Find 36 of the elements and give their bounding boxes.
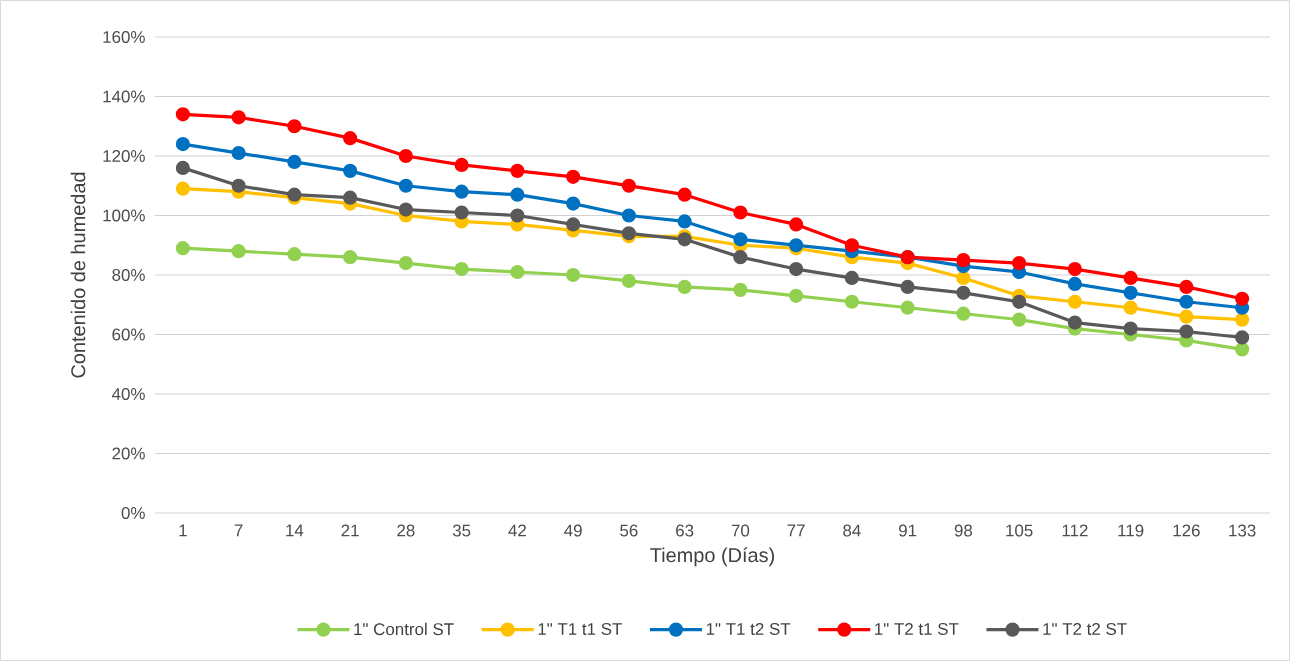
x-tick-label: 98 xyxy=(954,524,973,537)
x-tick-label: 105 xyxy=(1006,524,1033,537)
x-tick-label: 63 xyxy=(676,524,694,537)
x-tick-label: 21 xyxy=(341,524,359,537)
x-tick-label: 7 xyxy=(234,524,243,537)
x-tick-label: 14 xyxy=(286,524,304,537)
x-tick-label: 77 xyxy=(787,524,805,537)
y-tick-label: 160% xyxy=(103,31,145,43)
x-tick-label: 119 xyxy=(1118,524,1144,537)
x-tick-label: 28 xyxy=(397,524,415,537)
y-axis-title: Contenido de humedad xyxy=(70,172,86,378)
x-tick-label: 126 xyxy=(1173,524,1200,537)
x-tick-label: 1 xyxy=(179,524,187,537)
x-tick-label: 42 xyxy=(508,524,526,537)
y-tick-label: 140% xyxy=(103,90,145,103)
y-tick-label: 80% xyxy=(112,269,145,281)
x-tick-label: 35 xyxy=(452,524,471,537)
x-tick-label: 112 xyxy=(1062,524,1088,537)
x-tick-label: 91 xyxy=(899,524,917,537)
y-tick-label: 0% xyxy=(121,507,145,519)
y-tick-label: 60% xyxy=(112,328,145,341)
x-axis-title: Tiempo (Días) xyxy=(650,547,774,567)
y-tick-label: 40% xyxy=(111,388,145,400)
legend-label: 1" Control ST xyxy=(354,622,454,636)
x-tick-label: 84 xyxy=(843,524,861,537)
y-tick-label: 120% xyxy=(103,150,145,162)
legend-label: 1" T1 t2 ST xyxy=(706,622,791,635)
x-tick-label: 49 xyxy=(564,524,582,537)
x-tick-label: 56 xyxy=(620,524,638,537)
legend-label: 1" T2 t1 ST xyxy=(875,622,959,635)
x-tick-label: 133 xyxy=(1229,524,1256,537)
legend-label: 1" T1 t1 ST xyxy=(538,622,622,635)
x-tick-label: 70 xyxy=(731,524,750,537)
y-tick-label: 100% xyxy=(103,209,145,222)
y-tick-label: 20% xyxy=(112,447,145,460)
legend-label: 1" T2 t2 ST xyxy=(1043,622,1127,635)
